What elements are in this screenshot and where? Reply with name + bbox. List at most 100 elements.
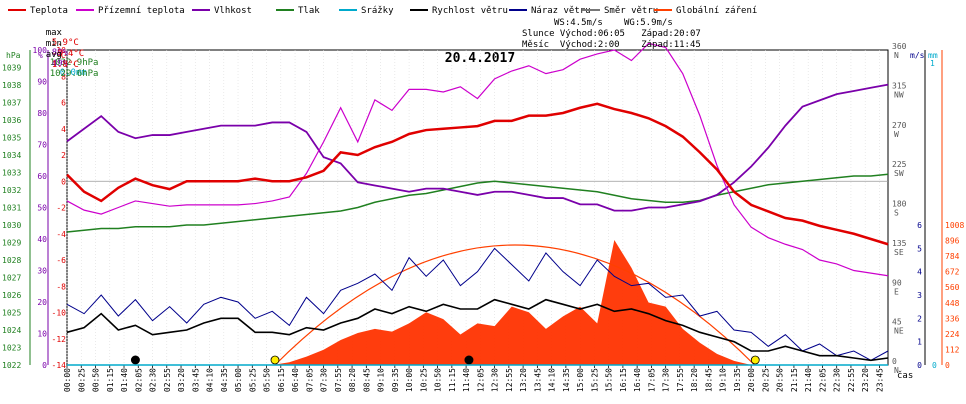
legend-label: Tlak bbox=[298, 6, 320, 16]
pressure-tick-label: 1030 bbox=[2, 221, 21, 230]
stats-min-row: min -3.4°C 49% 1029.6hPa bbox=[24, 29, 99, 89]
legend-label: Přízemní teplota bbox=[98, 6, 185, 16]
sun-times: Slunce Východ:06:05 Západ:20:07 bbox=[522, 29, 701, 39]
x-axis-label: čas bbox=[897, 370, 913, 381]
humidity-tick-label: 40 bbox=[37, 235, 47, 244]
pressure-tick-label: 1031 bbox=[2, 204, 21, 213]
series-radiation-area bbox=[272, 240, 752, 365]
x-tick-label: 04:35 bbox=[220, 368, 229, 392]
legend-label: Vlhkost bbox=[214, 6, 252, 16]
temperature-tick-label: -8 bbox=[56, 282, 66, 291]
temperature-tick-label: 8 bbox=[61, 72, 66, 81]
x-tick-label: 15:25 bbox=[590, 368, 599, 392]
chart-title: 20.4.2017 bbox=[445, 51, 515, 66]
x-tick-label: 10:25 bbox=[419, 368, 428, 392]
pressure-tick-label: 1022 bbox=[2, 361, 21, 370]
stats-avg-temp: 1.8°C bbox=[51, 60, 79, 70]
humidity-tick-label: 50 bbox=[37, 204, 47, 213]
temperature-tick-label: 0 bbox=[61, 177, 66, 186]
x-tick-label: 04:10 bbox=[206, 368, 215, 392]
wind-direction-tick-label: 0 bbox=[892, 357, 897, 366]
pressure-tick-label: 1023 bbox=[2, 344, 21, 353]
series-humidity-line bbox=[66, 83, 889, 212]
x-tick-label: 20:50 bbox=[776, 368, 785, 392]
humidity-tick-label: 100 bbox=[33, 46, 48, 55]
wind-direction-tick-name: N bbox=[894, 366, 899, 375]
x-tick-label: 17:30 bbox=[662, 368, 671, 392]
humidity-tick-label: 0 bbox=[42, 361, 47, 370]
wind-speed-tick-label: 0 bbox=[917, 361, 922, 370]
stats-max-rain: 0.0mm bbox=[59, 68, 87, 78]
stats-max-press: 1032.9hPa bbox=[49, 58, 99, 68]
sunrise-marker bbox=[270, 355, 280, 365]
series-radiation-theoretical bbox=[274, 244, 756, 366]
wind-direction-tick-name: N bbox=[894, 51, 899, 60]
x-tick-label: 05:50 bbox=[263, 368, 272, 392]
x-tick-label: 05:00 bbox=[234, 368, 243, 392]
wind-speed-tick-label: 5 bbox=[917, 244, 922, 253]
legend: Teplota Přízemní teplota Vlhkost Tlak Srážky… bbox=[8, 6, 757, 16]
wind-direction-tick-name: W bbox=[894, 130, 899, 139]
humidity-tick-label: 20 bbox=[37, 298, 47, 307]
pressure-tick-label: 1024 bbox=[2, 326, 21, 335]
rain-tick-label: 1 bbox=[930, 59, 935, 68]
x-tick-label: 02:05 bbox=[134, 368, 143, 392]
x-tick-label: 15:50 bbox=[605, 368, 614, 392]
stats-min-press: 1029.6hPa bbox=[49, 69, 99, 79]
stats-max-temp: 5.9°C bbox=[51, 38, 79, 48]
pressure-tick-label: 1033 bbox=[2, 169, 21, 178]
pressure-tick-label: 1029 bbox=[2, 239, 21, 248]
legend-label: Teplota bbox=[30, 6, 68, 16]
pressure-tick-label: 1032 bbox=[2, 186, 21, 195]
x-tick-label: 02:55 bbox=[163, 368, 172, 392]
radiation-tick-label: 784 bbox=[945, 252, 960, 261]
x-tick-label: 09:10 bbox=[377, 368, 386, 392]
x-tick-label: 23:45 bbox=[875, 368, 884, 392]
radiation-tick-label: 224 bbox=[945, 330, 960, 339]
x-tick-label: 00:25 bbox=[77, 368, 86, 392]
series-temperature-line bbox=[66, 102, 889, 246]
wind-direction-tick-label: 225 bbox=[892, 160, 907, 169]
stats-max-label: max bbox=[45, 28, 62, 38]
temperature-tick-label: 2 bbox=[61, 151, 66, 160]
x-tick-label: 17:55 bbox=[676, 368, 685, 392]
x-tick-label: 06:40 bbox=[291, 368, 300, 392]
wind-direction-tick-label: 270 bbox=[892, 121, 907, 130]
pressure-tick-label: 1025 bbox=[2, 309, 21, 318]
x-tick-label: 15:00 bbox=[576, 368, 585, 392]
legend-label: Náraz větru bbox=[531, 6, 591, 16]
plot-area: 00:00 00:25 00:50 01:15 01:40 02:05 02:30 02:55… bbox=[2, 42, 964, 392]
pressure-tick-label: 1038 bbox=[2, 81, 21, 90]
wind-direction-tick-label: 315 bbox=[892, 81, 907, 90]
pressure-tick-label: 1027 bbox=[2, 274, 21, 283]
humidity-tick-label: 30 bbox=[37, 267, 47, 276]
x-tick-label: 12:55 bbox=[505, 368, 514, 392]
series-windspeed-line bbox=[66, 298, 889, 362]
wind-direction-tick-name: S bbox=[894, 209, 899, 218]
series-gust-line bbox=[66, 247, 889, 361]
humidity-tick-label: 80 bbox=[37, 109, 47, 118]
x-tick-label: 18:45 bbox=[704, 368, 713, 392]
temperature-tick-label: 6 bbox=[61, 99, 66, 108]
radiation-tick-label: 672 bbox=[945, 268, 960, 277]
wind-speed-tick-label: 4 bbox=[917, 268, 922, 277]
humidity-tick-label: 90 bbox=[37, 78, 47, 87]
x-tick-label: 13:20 bbox=[519, 368, 528, 392]
x-tick-label: 12:30 bbox=[491, 368, 500, 392]
legend-label: Globální záření bbox=[676, 6, 757, 16]
wind-speed-tick-label: 3 bbox=[917, 291, 922, 300]
wind-speed-tick-label: 1 bbox=[917, 338, 922, 347]
wind-speed-tick-label: 2 bbox=[917, 314, 922, 323]
wind-direction-tick-name: SW bbox=[894, 169, 904, 178]
moonset-marker bbox=[464, 355, 474, 365]
series-pressure-line bbox=[66, 173, 889, 233]
stats-max-hum: 89% bbox=[51, 48, 68, 58]
x-tick-label: 21:15 bbox=[790, 368, 799, 392]
x-tick-label: 07:30 bbox=[320, 368, 329, 392]
x-tick-label: 06:15 bbox=[277, 368, 286, 392]
radiation-tick-label: 448 bbox=[945, 299, 960, 308]
humidity-tick-label: 70 bbox=[37, 141, 47, 150]
wind-direction-tick-name: SE bbox=[894, 248, 904, 257]
wind-direction-tick-label: 45 bbox=[892, 318, 902, 327]
